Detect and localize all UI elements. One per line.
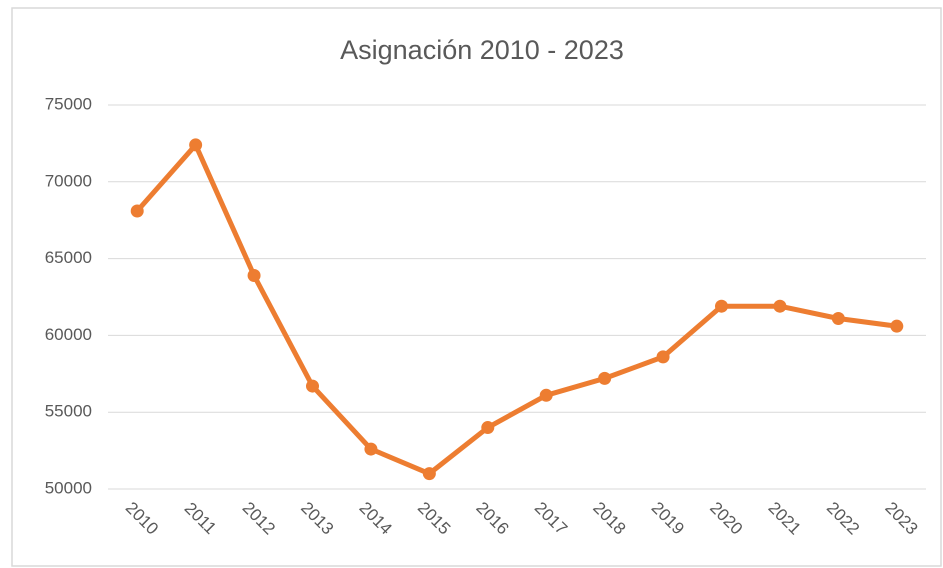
marker — [773, 299, 787, 313]
marker — [189, 138, 203, 152]
marker — [656, 350, 670, 364]
marker — [831, 312, 845, 326]
y-tick-label: 65000 — [45, 248, 92, 267]
marker — [130, 204, 144, 218]
marker — [306, 379, 319, 393]
marker — [715, 299, 728, 313]
y-tick-label: 50000 — [45, 478, 92, 497]
marker — [364, 442, 378, 456]
marker — [598, 371, 612, 385]
marker — [422, 467, 436, 481]
marker — [539, 388, 553, 402]
y-tick-label: 70000 — [45, 171, 92, 190]
y-tick-label: 55000 — [45, 402, 92, 421]
marker — [481, 421, 495, 435]
line — [134, 142, 900, 477]
y-tick-label: 60000 — [45, 325, 92, 344]
marker — [890, 319, 904, 333]
chart-title: Asignación 2010 - 2023 — [340, 35, 624, 65]
marker — [247, 268, 261, 282]
chart-border — [11, 7, 942, 567]
y-tick-label: 75000 — [45, 94, 92, 113]
